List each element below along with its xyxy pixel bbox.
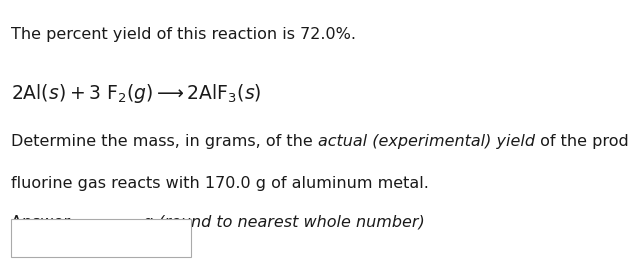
- Text: of the product, if excess: of the product, if excess: [535, 134, 629, 149]
- FancyBboxPatch shape: [11, 219, 191, 257]
- Text: The percent yield of this reaction is 72.0%.: The percent yield of this reaction is 72…: [11, 27, 356, 42]
- Text: Determine the mass, in grams, of the: Determine the mass, in grams, of the: [11, 134, 318, 149]
- Text: g (round to nearest whole number): g (round to nearest whole number): [143, 215, 425, 230]
- Text: fluorine gas reacts with 170.0 g of aluminum metal.: fluorine gas reacts with 170.0 g of alum…: [11, 176, 429, 191]
- Text: $2\mathrm{Al}(\mathit{s}) + 3\ \mathrm{F}_2(\mathit{g}) \longrightarrow 2\mathrm: $2\mathrm{Al}(\mathit{s}) + 3\ \mathrm{F…: [11, 82, 262, 105]
- Text: Answer:: Answer:: [11, 215, 81, 230]
- Text: actual (experimental) yield: actual (experimental) yield: [318, 134, 535, 149]
- Text: _______: _______: [81, 215, 143, 230]
